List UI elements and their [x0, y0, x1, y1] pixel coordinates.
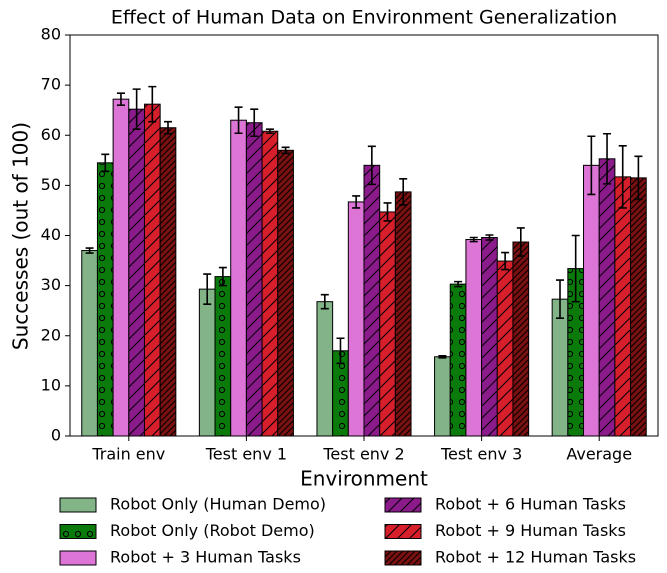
error-bar — [352, 195, 361, 209]
bar — [347, 201, 365, 437]
y-tick-label: 30 — [41, 275, 61, 294]
bar — [551, 298, 569, 437]
x-tick-label: Test env 3 — [440, 445, 522, 464]
bar — [277, 149, 294, 437]
x-tick-label: Test env 2 — [322, 445, 404, 464]
x-tick-label: Train env — [91, 445, 165, 464]
y-tick-label: 50 — [41, 175, 61, 194]
bar — [434, 356, 451, 437]
bar — [214, 276, 232, 437]
error-bar — [383, 202, 392, 222]
legend-swatch — [59, 497, 97, 513]
bar — [96, 162, 114, 437]
legend-label: Robot + 12 Human Tasks — [435, 548, 636, 567]
error-bar — [281, 146, 290, 155]
bar — [316, 301, 334, 437]
bar — [198, 288, 216, 437]
error-bar — [85, 247, 94, 254]
y-tick-label: 80 — [41, 25, 61, 44]
error-bar — [399, 178, 408, 206]
legend-label: Robot Only (Robot Demo) — [110, 521, 315, 540]
error-bar — [164, 120, 172, 135]
bar — [614, 176, 632, 437]
bar — [363, 164, 381, 437]
legend-swatch — [59, 524, 97, 539]
error-bar — [603, 132, 612, 185]
error-bar — [501, 251, 510, 271]
error-bar — [320, 293, 329, 310]
bar — [394, 191, 412, 437]
bar — [112, 98, 130, 437]
error-bar — [116, 92, 125, 106]
chart-title: Effect of Human Data on Environment Gene… — [111, 7, 617, 29]
error-bar — [234, 106, 243, 135]
y-tick-label: 70 — [41, 75, 61, 94]
y-tick-label: 20 — [41, 325, 61, 344]
bar — [261, 130, 279, 437]
x-axis-label: Environment — [300, 467, 428, 491]
bar — [143, 103, 161, 437]
error-bar — [438, 355, 447, 359]
error-bar — [101, 153, 110, 173]
y-axis-label: Successes (out of 100) — [9, 122, 33, 350]
x-tick-label: Test env 1 — [205, 445, 287, 464]
error-bar — [265, 128, 274, 135]
bar — [128, 108, 145, 437]
legend-swatch — [384, 524, 422, 539]
error-bar — [618, 144, 627, 209]
legend-label: Robot + 9 Human Tasks — [435, 521, 626, 540]
legend-label: Robot + 6 Human Tasks — [435, 495, 626, 514]
y-tick-label: 60 — [41, 125, 61, 144]
legend-swatch — [59, 550, 97, 566]
error-bar — [587, 135, 596, 196]
y-tick-label: 40 — [41, 225, 61, 244]
error-bar — [148, 85, 157, 123]
bar — [230, 119, 247, 437]
bar — [379, 211, 396, 437]
error-bar — [469, 236, 478, 243]
bar — [245, 122, 263, 437]
y-tick-label: 0 — [51, 426, 61, 445]
bar — [481, 237, 498, 437]
error-bar — [516, 227, 525, 257]
bar — [159, 127, 177, 437]
legend-swatch — [384, 497, 422, 513]
error-bar — [250, 108, 259, 138]
error-bar — [485, 234, 494, 241]
error-bar — [203, 273, 212, 305]
error-bar — [132, 88, 141, 131]
error-bar — [367, 145, 376, 186]
legend-swatch — [384, 550, 422, 566]
error-bar — [634, 155, 643, 201]
bar — [449, 283, 467, 437]
bar — [583, 164, 600, 437]
bar — [630, 177, 647, 437]
error-bar — [218, 266, 227, 287]
y-tick-label: 10 — [41, 375, 61, 394]
bar — [81, 250, 98, 437]
x-tick-label: Average — [566, 445, 632, 464]
legend-label: Robot Only (Human Demo) — [110, 495, 326, 514]
error-bar — [336, 337, 345, 365]
bar — [598, 158, 616, 437]
error-bar — [454, 280, 463, 288]
error-bar — [571, 234, 580, 303]
legend-label: Robot + 3 Human Tasks — [110, 548, 301, 567]
bar — [465, 239, 483, 437]
bar — [512, 241, 530, 437]
bar — [496, 260, 514, 437]
error-bar — [556, 279, 564, 320]
